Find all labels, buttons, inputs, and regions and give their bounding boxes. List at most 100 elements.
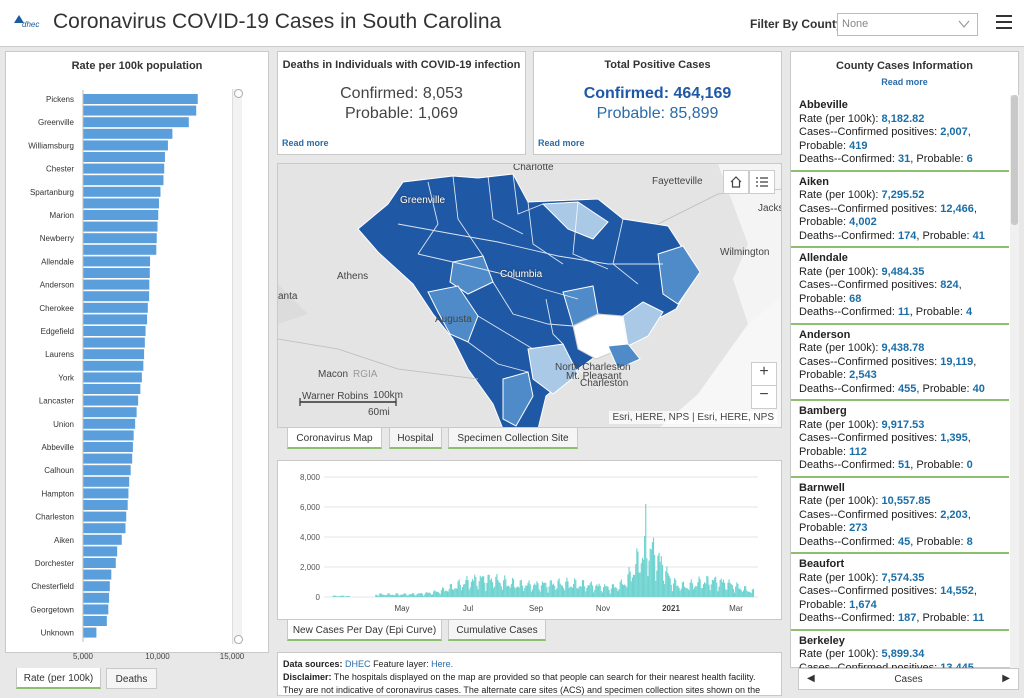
positive-read-more-link[interactable]: Read more <box>538 138 585 148</box>
hamburger-menu-icon[interactable] <box>996 15 1012 29</box>
epi-bar <box>415 595 417 597</box>
rate-bar[interactable] <box>83 453 133 464</box>
county-item[interactable]: Bamberg Rate (per 100k): 9,917.53 Cases--C… <box>791 401 1009 478</box>
county-list-scrollbar[interactable] <box>1010 95 1019 669</box>
rate-bar[interactable] <box>83 500 128 510</box>
deaths-read-more-link[interactable]: Read more <box>282 138 329 148</box>
rate-bar[interactable] <box>83 627 97 638</box>
rate-bar[interactable] <box>83 604 109 615</box>
legend-list-icon[interactable] <box>749 170 775 194</box>
rate-bar[interactable] <box>83 314 148 325</box>
tab-coronavirus-map[interactable]: Coronavirus Map <box>287 428 382 449</box>
scroll-top-handle[interactable] <box>234 89 243 98</box>
rate-bar[interactable] <box>83 360 144 371</box>
zoom-out-button[interactable]: − <box>751 385 777 409</box>
scroll-bottom-handle[interactable] <box>234 635 243 644</box>
epi-bar <box>668 575 670 597</box>
rate-bar[interactable] <box>83 488 129 499</box>
tab-cumulative-cases[interactable]: Cumulative Cases <box>448 620 546 641</box>
zoom-in-button[interactable]: + <box>751 362 777 386</box>
tab-specimen-collection-site[interactable]: Specimen Collection Site <box>448 428 578 449</box>
rate-bar[interactable] <box>83 337 145 348</box>
tab-new-cases-per-day[interactable]: New Cases Per Day (Epi Curve) <box>287 620 442 641</box>
rate-bar[interactable] <box>83 128 173 139</box>
rate-chart-scrollbar[interactable] <box>232 89 243 644</box>
rate-bar[interactable] <box>83 326 146 336</box>
epi-bar <box>394 595 396 597</box>
rate-bar[interactable] <box>83 117 189 128</box>
rate-bar[interactable] <box>83 569 112 580</box>
epi-bar <box>751 589 753 597</box>
rate-bar[interactable] <box>83 94 198 104</box>
rate-bar[interactable] <box>83 152 165 162</box>
epi-x-tick: May <box>394 604 409 613</box>
chevron-left-icon[interactable]: ◀ <box>807 673 815 684</box>
rate-bar[interactable] <box>83 546 118 557</box>
tab-rate[interactable]: Rate (per 100k) <box>16 668 101 689</box>
rate-bar[interactable] <box>83 442 133 452</box>
epi-bar <box>578 586 580 597</box>
county-item[interactable]: Aiken Rate (per 100k): 7,295.52 Cases--Con… <box>791 172 1009 248</box>
tab-hospital[interactable]: Hospital <box>389 428 442 449</box>
rate-bar[interactable] <box>83 268 150 278</box>
rate-bar[interactable] <box>83 349 145 360</box>
rate-bar[interactable] <box>83 465 131 476</box>
epi-bar <box>575 580 577 597</box>
county-map[interactable]: Charlotte Fayetteville Jacks Greenville … <box>277 163 782 428</box>
dhec-link[interactable]: DHEC <box>345 659 371 669</box>
rate-bar[interactable] <box>83 279 150 290</box>
rate-bar[interactable] <box>83 372 142 383</box>
rate-bar[interactable] <box>83 210 159 220</box>
rate-bar[interactable] <box>83 534 122 545</box>
rate-bar[interactable] <box>83 302 148 313</box>
scroll-thumb[interactable] <box>1011 95 1018 225</box>
rate-bar[interactable] <box>83 430 134 441</box>
rate-bar[interactable] <box>83 616 107 626</box>
rate-bar[interactable] <box>83 244 157 255</box>
rate-label: Rate (per 100k): <box>799 571 882 584</box>
map-label-charleston: Charleston <box>580 378 629 389</box>
rate-bar[interactable] <box>83 395 139 406</box>
epi-bar <box>435 591 437 597</box>
feature-layer-link[interactable]: Here. <box>431 659 454 669</box>
rate-bar[interactable] <box>83 476 130 487</box>
rate-bar[interactable] <box>83 581 110 592</box>
sc-county-map-svg[interactable] <box>278 164 782 428</box>
rate-bar[interactable] <box>83 511 127 522</box>
dhec-logo[interactable]: dhec <box>12 13 42 33</box>
rate-category-label: Chesterfield <box>31 582 74 591</box>
epi-bar <box>712 580 715 597</box>
county-read-more-link[interactable]: Read more <box>881 77 928 87</box>
rate-bar[interactable] <box>83 198 159 209</box>
rate-bar[interactable] <box>83 105 197 116</box>
county-item[interactable]: Allendale Rate (per 100k): 9,484.35 Cases-… <box>791 248 1009 325</box>
rate-bar[interactable] <box>83 221 158 232</box>
county-list[interactable]: Abbeville Rate (per 100k): 8,182.82 Cases-… <box>791 95 1009 698</box>
rate-bar[interactable] <box>83 163 165 174</box>
deaths-label: Deaths--Confirmed: <box>799 612 899 625</box>
epi-y-tick: 4,000 <box>300 533 321 542</box>
chevron-right-icon[interactable]: ▶ <box>1002 673 1010 684</box>
rate-bar[interactable] <box>83 233 157 244</box>
county-item[interactable]: Barnwell Rate (per 100k): 10,557.85 Cases-… <box>791 478 1009 554</box>
rate-bar[interactable] <box>83 418 136 429</box>
home-icon[interactable] <box>723 170 749 194</box>
rate-bar[interactable] <box>83 523 126 534</box>
rate-bar[interactable] <box>83 175 164 186</box>
rate-bar[interactable] <box>83 140 168 151</box>
county-item[interactable]: Anderson Rate (per 100k): 9,438.78 Cases--… <box>791 325 1009 401</box>
county-filter-select[interactable]: None <box>837 13 978 36</box>
rate-bar[interactable] <box>83 592 110 603</box>
rate-bar[interactable] <box>83 186 161 197</box>
epi-bar <box>454 588 456 597</box>
rate-bar[interactable] <box>83 256 151 267</box>
rate-bar[interactable] <box>83 407 137 418</box>
rate-bar[interactable] <box>83 384 141 394</box>
tab-deaths[interactable]: Deaths <box>106 668 157 689</box>
rate-bar[interactable] <box>83 291 150 302</box>
epi-bar <box>346 596 348 597</box>
epi-bar <box>707 576 709 597</box>
rate-bar[interactable] <box>83 558 116 568</box>
county-item[interactable]: Abbeville Rate (per 100k): 8,182.82 Cases-… <box>791 95 1009 172</box>
county-item[interactable]: Beaufort Rate (per 100k): 7,574.35 Cases--… <box>791 554 1009 631</box>
